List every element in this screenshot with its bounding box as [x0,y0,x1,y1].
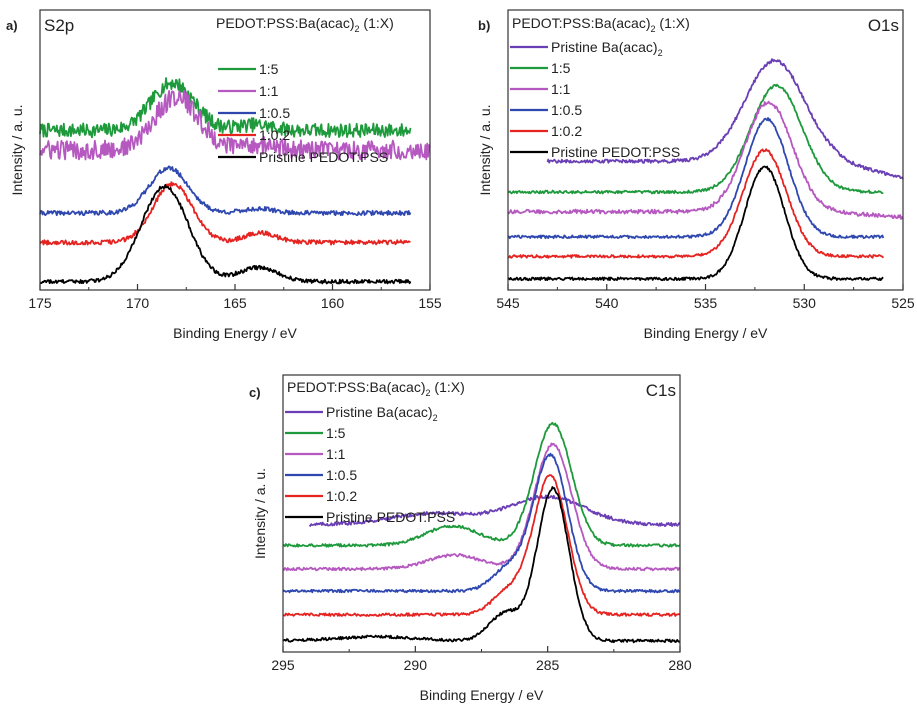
legend-title: PEDOT:PSS:Ba(acac)2 (1:X) [216,15,394,34]
x-tick-label: 525 [891,295,915,311]
x-tick-label: 535 [694,295,718,311]
x-axis-label: Binding Energy / eV [644,325,768,341]
legend-label: 1:0.2 [259,127,290,143]
legend-label: 1:1 [551,81,571,97]
chart-panel-a: 175 170 165 160 155 Binding Energy / eV Intens… [6,9,442,341]
x-tick-label: 170 [126,295,150,311]
panel-label: c) [249,385,261,400]
x-tick-label: 545 [496,295,520,311]
y-axis-label: Intensity / a. u. [477,104,493,195]
series-line [282,452,681,594]
series-line [39,89,431,161]
series-line [39,165,412,217]
x-tick-label: 160 [321,295,345,311]
legend-label: Pristine Ba(acac)2 [326,404,438,423]
legend-label: Pristine PEDOT:PSS [259,149,388,165]
x-tick-label: 540 [595,295,619,311]
corner-label: O1s [868,16,899,35]
legend-label: 1:1 [259,83,279,99]
legend-label: Pristine Ba(acac)2 [551,39,663,58]
series-line [39,183,412,285]
legend-label: 1:5 [326,425,346,441]
legend-label: 1:0.5 [326,467,357,483]
chart-panel-c: 295 290 285 280 Binding Energy / eV Intensity… [249,374,692,703]
y-axis-label: Intensity / a. u. [9,104,25,195]
legend-label: Pristine PEDOT:PSS [551,144,680,160]
legend-label: 1:5 [259,61,279,77]
series-line [507,148,884,259]
x-tick-label: 155 [418,295,442,311]
legend-label: 1:0.2 [326,488,357,504]
x-tick-label: 175 [28,295,52,311]
y-axis-label: Intensity / a. u. [252,468,268,559]
series-line [282,421,681,548]
legend-label: 1:5 [551,60,571,76]
series-line [507,165,884,282]
x-tick-label: 280 [668,657,692,673]
series-line [507,100,904,220]
series-line [308,494,681,527]
x-tick-label: 530 [793,295,817,311]
corner-label: S2p [44,16,74,35]
x-tick-label: 290 [404,657,428,673]
series-line [282,486,681,644]
series-line [39,77,412,139]
legend-title: PEDOT:PSS:Ba(acac)2 (1:X) [512,15,690,34]
panel-label: a) [6,18,18,33]
legend-label: 1:1 [326,446,346,462]
series-line [546,58,904,180]
panel-label: b) [478,18,490,33]
series-line [507,117,885,240]
legend-label: Pristine PEDOT:PSS [326,509,455,525]
x-tick-label: 285 [536,657,560,673]
chart-panel-b: 545 540 535 530 525 Binding Energy / eV Intens… [477,9,915,341]
legend-label: 1:0.5 [259,105,290,121]
x-axis-label: Binding Energy / eV [420,687,544,703]
x-tick-label: 295 [271,657,295,673]
series-line [507,83,884,195]
series-line [39,181,411,246]
legend-label: 1:0.5 [551,102,582,118]
x-tick-label: 165 [223,295,247,311]
series-line [282,474,681,617]
x-axis-label: Binding Energy / eV [173,325,297,341]
legend-title: PEDOT:PSS:Ba(acac)2 (1:X) [287,379,465,398]
series-line [282,442,681,572]
corner-label: C1s [646,381,676,400]
legend-label: 1:0.2 [551,123,582,139]
